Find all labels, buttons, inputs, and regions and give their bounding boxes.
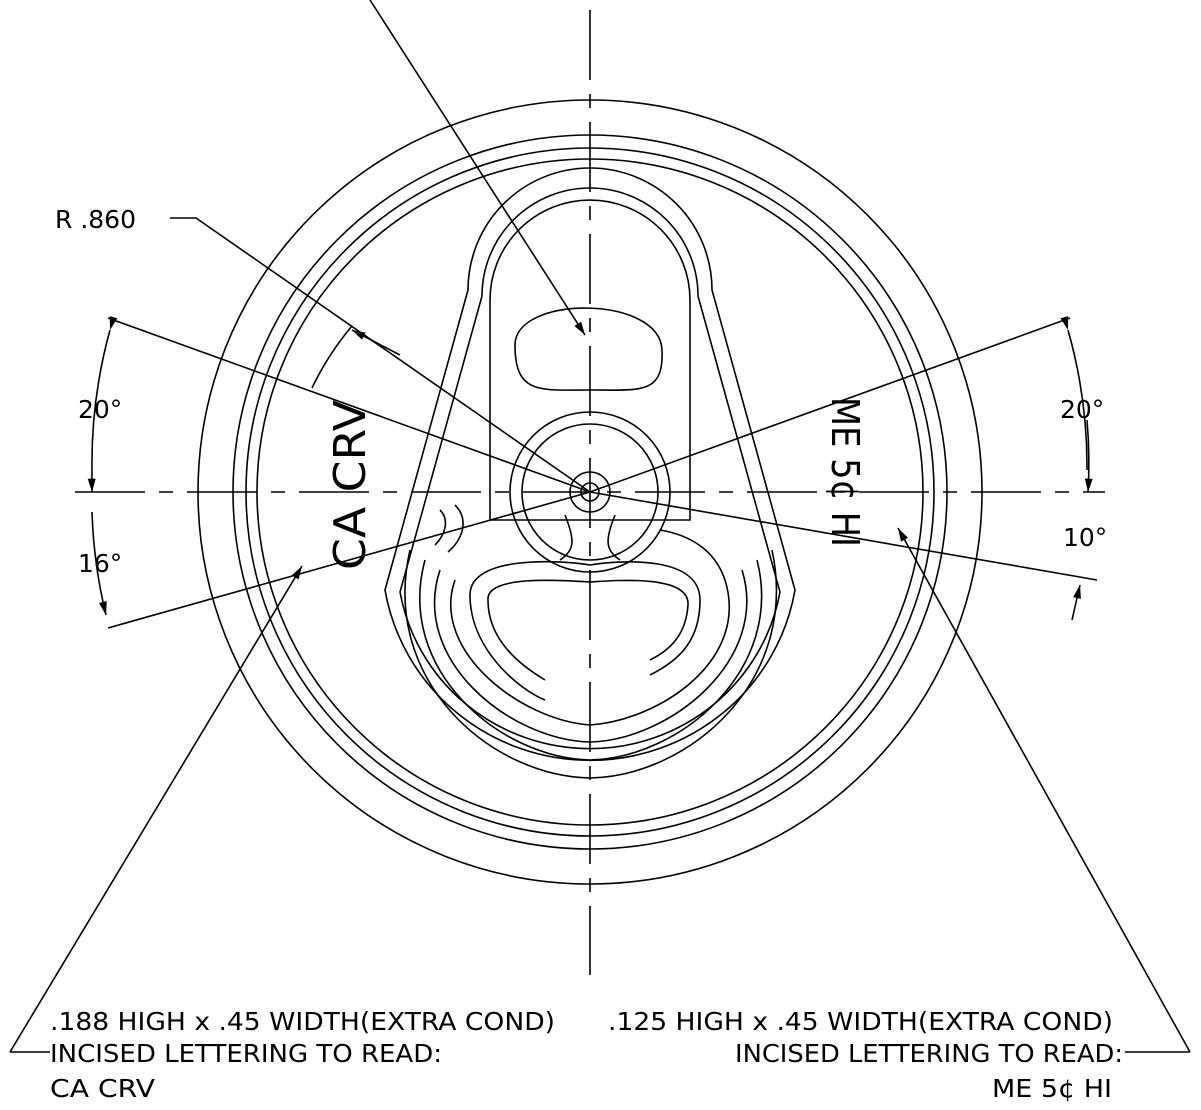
note-line: .125 HIGH x .45 WIDTH(EXTRA COND) [608,1007,1113,1036]
angle-label: 20° [78,395,122,424]
radius-label: R .860 [55,205,136,234]
angle-label: 16° [78,549,122,578]
angle-label: 20° [1060,395,1104,424]
angle-label: 10° [1063,523,1107,552]
incised-lettering: CA CRV [325,400,376,570]
dimension-lines [10,0,1190,1052]
note-line: INCISED LETTERING TO READ: [735,1039,1123,1068]
note-line: INCISED LETTERING TO READ: [50,1039,442,1068]
note-line: .188 HIGH x .45 WIDTH(EXTRA COND) [50,1007,555,1036]
drawing: R .860 20° 16° 20° 10° CA CRV ME 5¢ HI .… [0,0,1201,1110]
note-line: CA CRV [50,1074,155,1103]
incised-lettering: ME 5¢ HI [823,397,867,547]
note-line: ME 5¢ HI [992,1074,1112,1103]
